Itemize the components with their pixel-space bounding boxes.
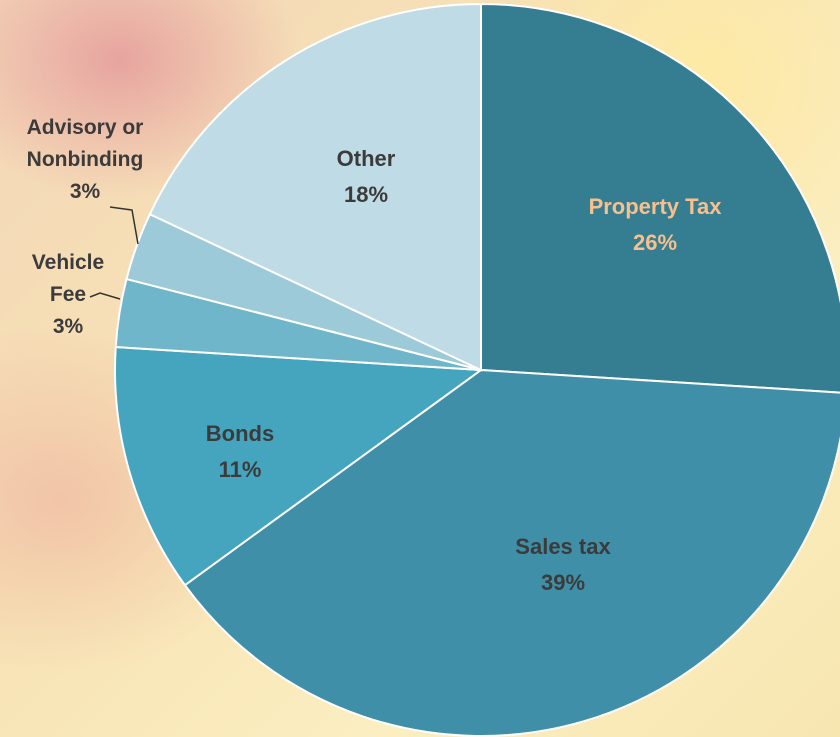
category-label: Property Tax xyxy=(588,194,722,219)
category-label: Bonds xyxy=(205,421,275,446)
value-label: 3% xyxy=(52,315,84,338)
leader-line xyxy=(89,292,121,300)
pie-slice xyxy=(480,2,840,394)
leader-line xyxy=(109,206,139,245)
value-label: 3% xyxy=(69,180,101,203)
pie-slice xyxy=(183,368,840,737)
category-label: Sales tax xyxy=(515,534,611,559)
slice-label: Property Tax 26% xyxy=(589,189,722,261)
category-label: Advisory or Nonbinding xyxy=(26,116,144,171)
value-label: 11% xyxy=(218,457,262,482)
slice-label: Vehicle Fee 3% xyxy=(13,247,123,343)
slice-label: Advisory or Nonbinding 3% xyxy=(0,112,170,208)
slice-label: Other 18% xyxy=(337,141,396,213)
category-label: Vehicle Fee xyxy=(31,251,105,306)
value-label: 39% xyxy=(540,570,586,595)
slice-label: Bonds 11% xyxy=(206,416,274,488)
slice-label: Sales tax 39% xyxy=(515,529,610,601)
pie-slice xyxy=(114,345,484,587)
value-label: 26% xyxy=(632,230,678,255)
category-label: Other xyxy=(336,146,396,171)
value-label: 18% xyxy=(343,182,389,207)
pie-slice xyxy=(148,2,482,372)
